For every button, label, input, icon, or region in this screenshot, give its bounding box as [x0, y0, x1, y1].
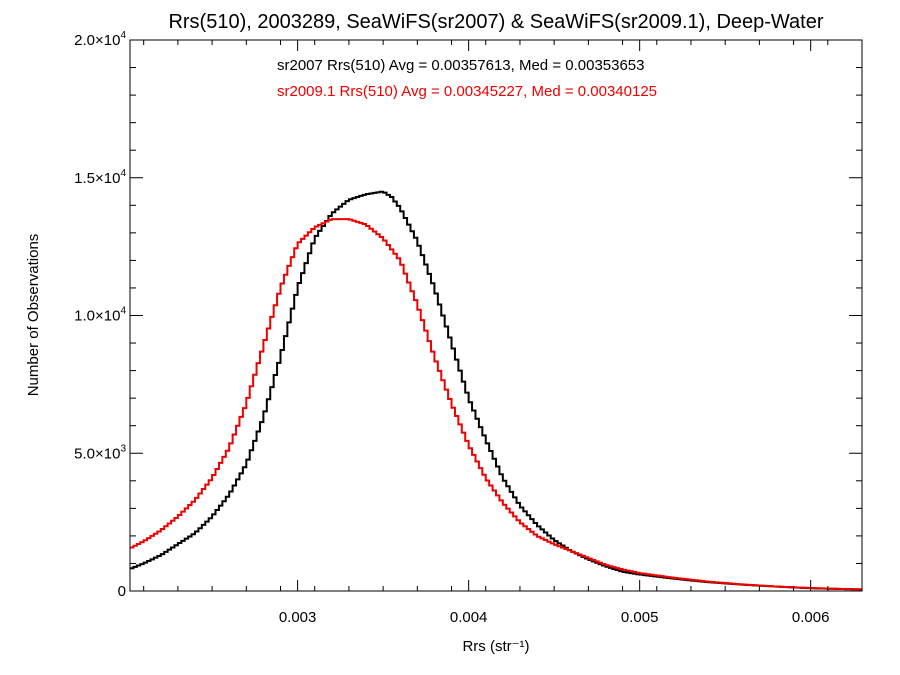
series-1-line: [130, 218, 862, 591]
y-axis-label: Number of Observations: [25, 234, 42, 397]
x-tick-label: 0.003: [279, 609, 317, 626]
chart-title: Rrs(510), 2003289, SeaWiFS(sr2007) & Sea…: [168, 11, 823, 33]
y-tick-label: 1.0×104: [74, 306, 126, 325]
series-layer: [130, 190, 862, 591]
x-tick-label: 0.005: [621, 609, 659, 626]
y-tick-label: 1.5×104: [74, 168, 126, 187]
x-tick-label: 0.004: [450, 609, 488, 626]
y-tick-label: 2.0×104: [74, 30, 126, 49]
y-tick-label: 0: [118, 583, 126, 600]
x-tick-label: 0.006: [792, 609, 830, 626]
annotation-sr2009: sr2009.1 Rrs(510) Avg = 0.00345227, Med …: [277, 83, 657, 100]
y-axis: 0 5.0×103 1.0×104 1.5×104 2.0×104: [74, 30, 862, 600]
y-tick-label: 5.0×103: [74, 443, 126, 462]
x-axis-label: Rrs (str⁻¹): [462, 638, 529, 655]
annotation-sr2007: sr2007 Rrs(510) Avg = 0.00357613, Med = …: [277, 57, 645, 74]
x-axis: 0.003 0.004 0.005 0.006: [143, 40, 863, 626]
